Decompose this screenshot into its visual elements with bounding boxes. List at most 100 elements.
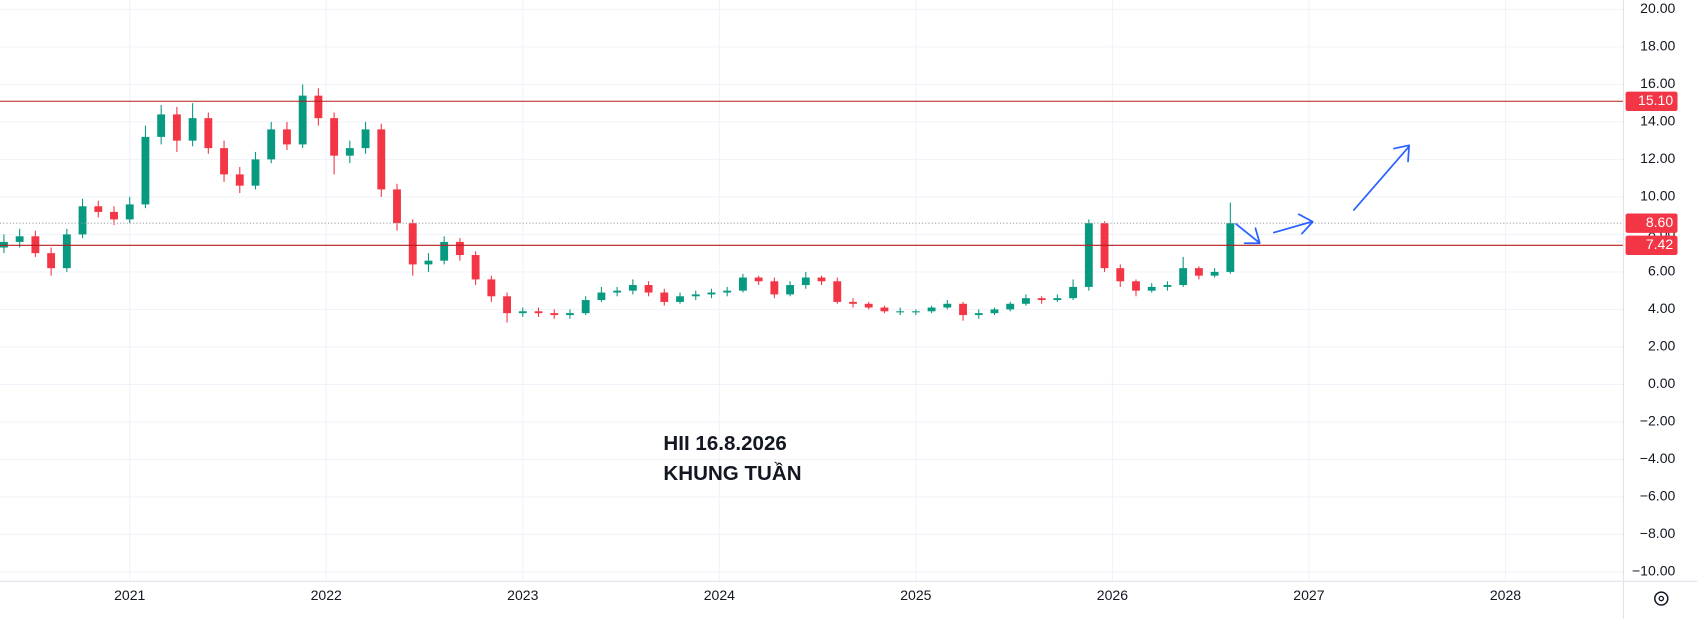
candle-body [1116,268,1125,282]
candle-body [408,223,417,265]
candle-body [754,277,763,282]
candle-body [676,296,684,302]
candle-body [518,311,527,314]
candle-body [628,285,637,291]
candle-body [251,159,260,186]
candle-body [361,129,370,149]
candle-body [455,241,464,256]
candle-body [1179,268,1188,286]
price-label-bg [1625,213,1678,233]
candle-body [78,206,87,235]
candle-body [1210,271,1219,276]
y-tick-label: −6.00 [1640,488,1676,504]
candle-body [1053,298,1062,301]
x-tick-label: 2021 [114,587,145,603]
candle-body [377,129,386,190]
candle-body [911,311,920,313]
candle-body [330,118,339,156]
candle-body [927,307,936,312]
candle-body [896,311,905,313]
candle-body [1084,223,1093,287]
gear-center[interactable] [1658,595,1665,602]
candle-body [220,148,228,175]
x-tick-label: 2025 [900,587,931,603]
y-tick-label: 12.00 [1640,150,1675,166]
candle-body [566,313,574,316]
candle-body [550,313,559,316]
grid [0,0,1624,582]
y-tick-label: −2.00 [1640,413,1676,429]
candle-body [880,307,889,312]
candle-body [738,277,747,291]
y-tick-label: −8.00 [1640,525,1676,541]
candle-body [707,292,716,295]
candle-body [581,300,590,314]
x-tick-label: 2022 [311,587,342,603]
candle-body [691,294,700,297]
candle-body [1147,286,1156,291]
y-tick-label: 20.00 [1640,0,1675,16]
candle-body [62,234,71,269]
y-tick-label: 4.00 [1648,300,1676,316]
price-label: 8.60 [1646,214,1674,230]
arrow [1272,213,1314,235]
candle-body [644,285,653,293]
y-tick-label: 14.00 [1640,113,1675,129]
candle-body [31,236,40,254]
arrow [1235,223,1261,245]
candle-body [314,95,323,119]
candle-body [110,211,118,220]
y-tick-label: 6.00 [1648,263,1676,279]
candle-body [1226,223,1235,272]
candle-body [424,260,433,265]
gear[interactable] [1654,591,1669,606]
candle-body [440,241,449,261]
candle-body [487,279,496,297]
candle-body [204,118,213,149]
candle-body [990,309,999,314]
candle-body [1069,286,1078,299]
settings-icon[interactable] [1654,591,1669,606]
annotation: HII 16.8.2026 [663,432,786,455]
candle-body [786,285,795,295]
candle-body [471,255,480,280]
candle-body [613,290,622,293]
candle-body [235,174,244,186]
price-label-bg [1625,91,1678,111]
plot [0,84,1624,323]
arrow [1353,144,1410,211]
candle-body [94,206,103,212]
candle-body [393,189,401,224]
candle-body [534,311,543,314]
y-tick-label: 2.00 [1648,338,1676,354]
candle-body [172,114,181,141]
candle-body [157,114,166,137]
y-tick-label: 10.00 [1640,188,1675,204]
y-tick-label: −10.00 [1632,563,1676,579]
candle-body [503,296,511,314]
candle-body [943,303,952,308]
candle-body [141,136,150,205]
candle-body [660,292,669,302]
y-tick-label: 0.00 [1648,375,1676,391]
candle-body [47,253,56,269]
candle-body [125,204,134,220]
price-label-bg [1625,235,1678,255]
candle-body [0,241,8,248]
candle-body [188,118,197,141]
candle-body [1163,285,1172,287]
candle-body [1037,298,1046,301]
y-tick-label: 18.00 [1640,38,1675,54]
candle-body [1006,303,1015,310]
x-tick-label: 2026 [1097,587,1128,603]
x-tick-label: 2028 [1490,587,1521,603]
drawing-arrows [1235,144,1410,245]
price-label: 15.10 [1638,92,1673,108]
candle-body [959,303,967,316]
candle-body [1194,268,1203,276]
candle-body [770,281,779,295]
price-label: 7.42 [1646,236,1674,252]
candle-body [15,236,24,242]
